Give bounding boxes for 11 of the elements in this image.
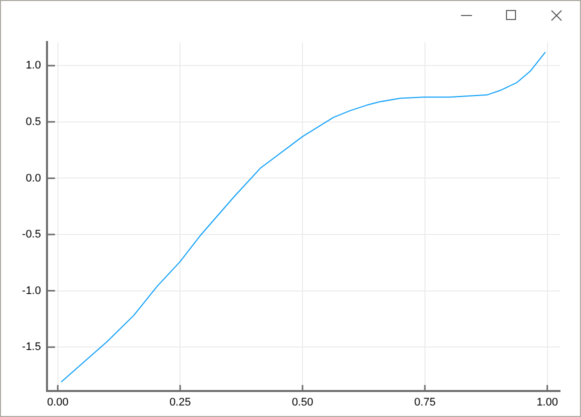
- x-tick-label: 0.75: [414, 396, 436, 409]
- x-tick-label: 1.00: [536, 396, 558, 409]
- y-tick-label: -1.5: [22, 341, 41, 354]
- y-tick-label: -0.5: [22, 228, 41, 241]
- x-tick-label: 0.50: [292, 396, 314, 409]
- y-tick-label: 0.5: [26, 116, 41, 128]
- x-tick-label: 0.25: [169, 396, 191, 409]
- y-tick-label: 0.0: [26, 172, 41, 184]
- y-tick-label: 1.0: [26, 60, 41, 72]
- y-tick-label: -1.0: [22, 284, 41, 297]
- x-tick-label: 0.00: [47, 396, 68, 409]
